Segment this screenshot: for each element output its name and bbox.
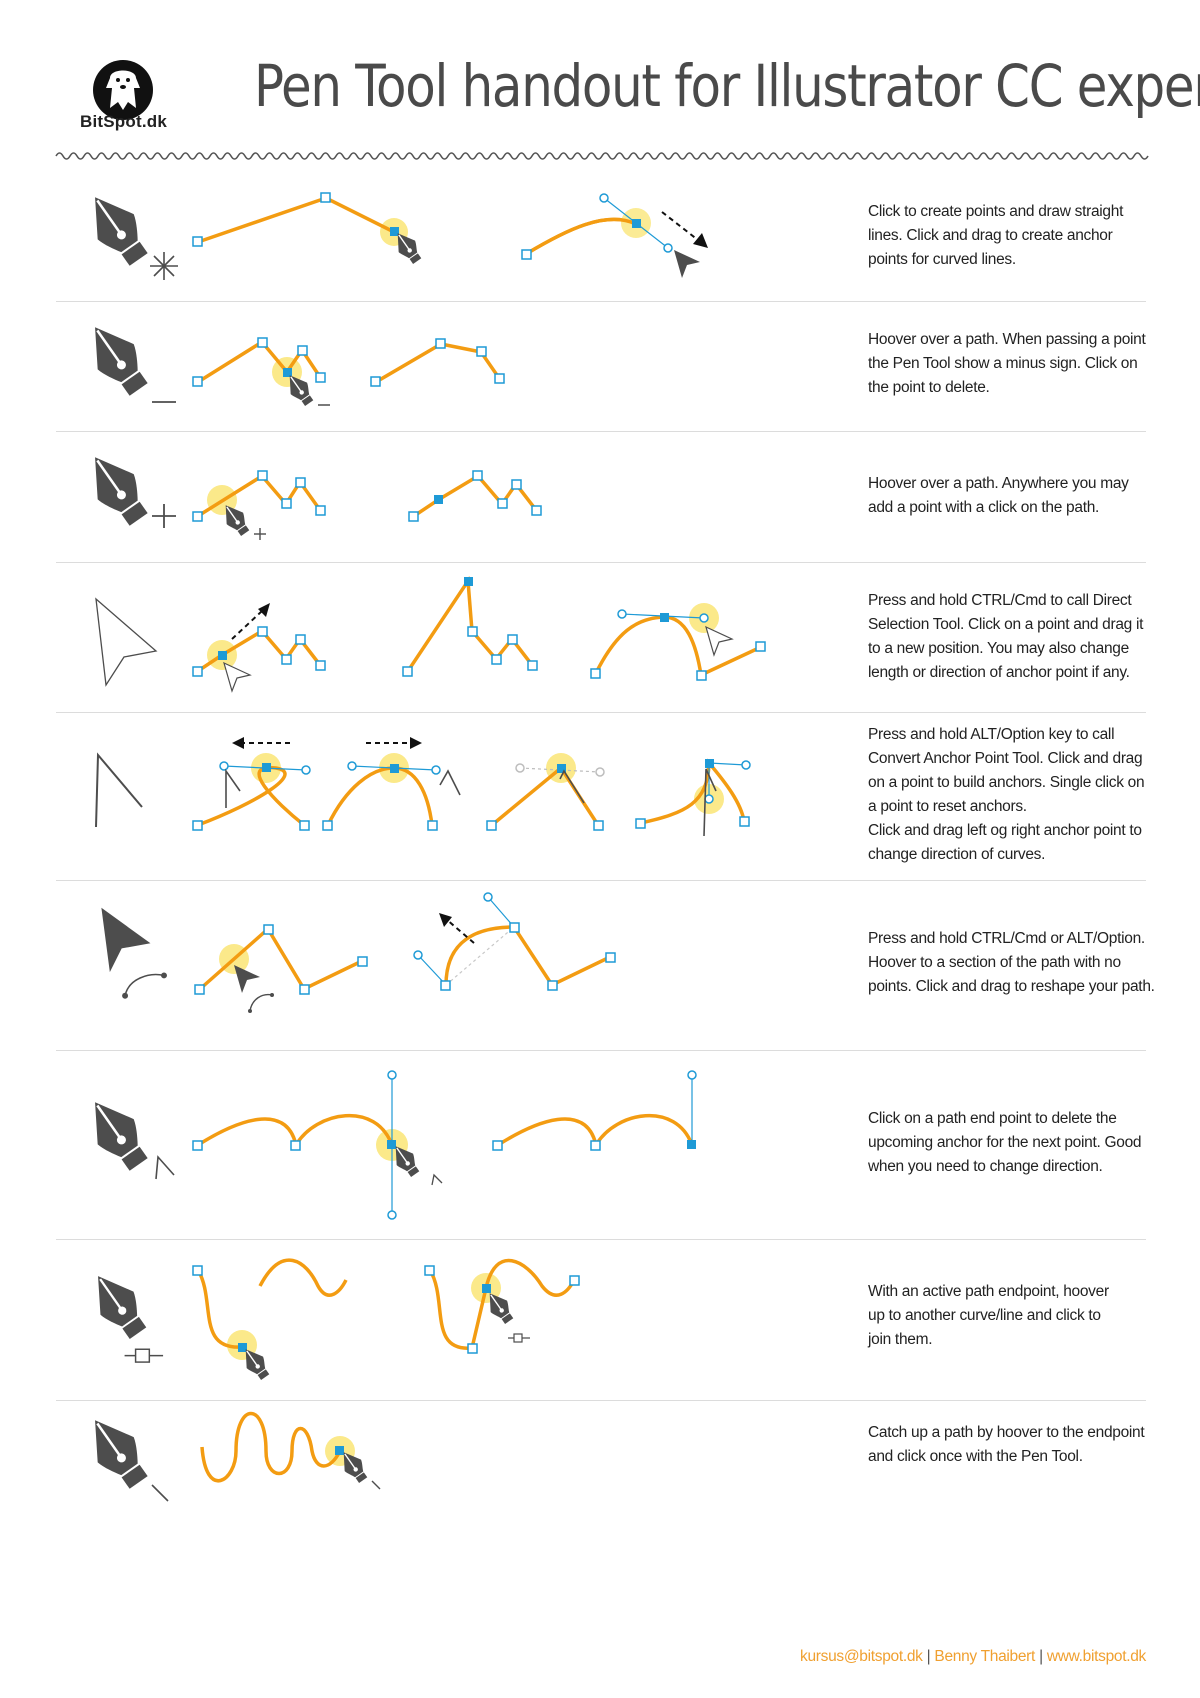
row-separator xyxy=(56,880,1146,881)
reshape-path-cursor-icon xyxy=(101,907,167,999)
bitspot-logo xyxy=(93,60,153,120)
pen-tool-join-path-icon xyxy=(80,1263,164,1363)
logo-text: BitSpot.dk xyxy=(80,112,167,131)
convert-anchor-point-tool-icon xyxy=(95,752,143,828)
row-description: Press and hold CTRL/Cmd or ALT/Option. Ho… xyxy=(868,930,1155,995)
row-separator xyxy=(56,1400,1146,1401)
row-reshape-path: Press and hold CTRL/Cmd or ALT/Option. Ho… xyxy=(56,881,1155,1049)
footer-contact: kursus@bitspot.dk | Benny Thaibert | www… xyxy=(770,1648,1146,1666)
row-separator xyxy=(56,301,1146,302)
pen-tool-new-path-icon xyxy=(75,183,178,280)
demo-convert-anchor xyxy=(192,737,751,837)
row-description: With an active path endpoint, hoover up t… xyxy=(868,1283,1109,1348)
footer-separator: | xyxy=(1039,1648,1043,1665)
row-description: Click on a path end point to delete the u… xyxy=(868,1110,1142,1175)
demo-direct-selection xyxy=(192,575,766,692)
row-add-anchor: Hoover over a path. Anywhere you may add … xyxy=(56,432,1146,562)
row-new-path: Click to create points and draw straight… xyxy=(56,170,1146,300)
row-separator xyxy=(56,712,1146,713)
row-description: Hoover over a path. Anywhere you may add … xyxy=(868,475,1129,516)
footer-author: Benny Thaibert xyxy=(934,1648,1036,1665)
row-direct-selection: Press and hold CTRL/Cmd to call Direct Se… xyxy=(56,563,1146,711)
page-title: Pen Tool handout for Illustrator CC expe… xyxy=(254,52,1200,120)
demo-straight-and-curved xyxy=(192,192,708,278)
row-description: Click to create points and draw straight… xyxy=(868,203,1124,268)
row-separator xyxy=(56,431,1146,432)
demo-add-anchor xyxy=(192,470,542,540)
row-description: Hoover over a path. When passing a point… xyxy=(868,331,1146,396)
pen-tool-delete-anchor-icon xyxy=(75,313,176,404)
row-description: Press and hold CTRL/Cmd to call Direct Se… xyxy=(868,592,1144,681)
row-convert-anchor: Press and hold ALT/Option key to call Con… xyxy=(56,713,1146,879)
footer-website[interactable]: www.bitspot.dk xyxy=(1046,1648,1146,1665)
row-convert-endpoint: Click on a path end point to delete the u… xyxy=(56,1051,1146,1238)
row-separator xyxy=(56,1050,1146,1051)
row-join-path: With an active path endpoint, hoover up t… xyxy=(56,1240,1146,1399)
row-separator xyxy=(56,1239,1146,1240)
row-description: Press and hold ALT/Option key to call Con… xyxy=(868,726,1145,863)
pen-tool-add-anchor-icon xyxy=(75,443,176,534)
pen-tool-convert-endpoint-icon xyxy=(75,1088,175,1180)
direct-selection-tool-icon xyxy=(95,597,158,687)
demo-continue-path xyxy=(200,1411,381,1490)
demo-join-path xyxy=(192,1258,580,1384)
footer-separator: | xyxy=(926,1648,931,1665)
row-separator xyxy=(56,562,1146,563)
header-wave-divider xyxy=(55,152,1149,160)
row-delete-anchor: Hoover over a path. When passing a point… xyxy=(56,302,1146,430)
pen-tool-continue-path-icon xyxy=(75,1406,169,1502)
row-description: Catch up a path by hoover to the endpoin… xyxy=(868,1424,1145,1465)
demo-convert-endpoint xyxy=(192,1070,697,1220)
footer-email[interactable]: kursus@bitspot.dk xyxy=(800,1648,923,1665)
demo-reshape-path xyxy=(194,892,616,1013)
demo-delete-anchor xyxy=(192,337,505,410)
row-continue-path: Catch up a path by hoover to the endpoin… xyxy=(56,1401,1146,1531)
